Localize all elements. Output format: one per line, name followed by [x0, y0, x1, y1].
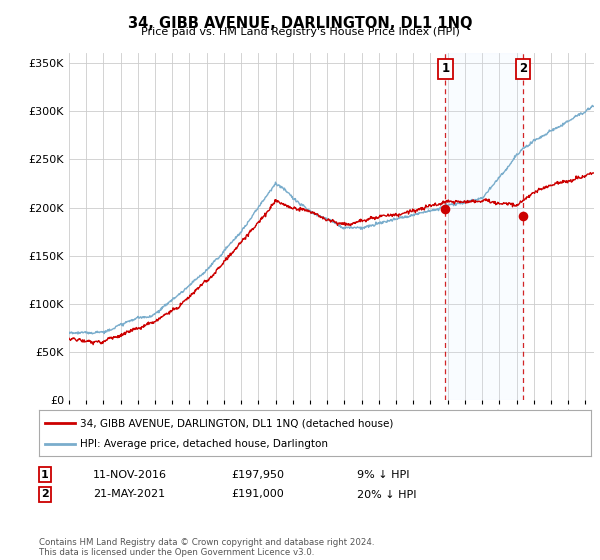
Text: 34, GIBB AVENUE, DARLINGTON, DL1 1NQ: 34, GIBB AVENUE, DARLINGTON, DL1 1NQ: [128, 16, 472, 31]
Text: 9% ↓ HPI: 9% ↓ HPI: [357, 470, 409, 480]
Text: 21-MAY-2021: 21-MAY-2021: [93, 489, 165, 500]
Text: 34, GIBB AVENUE, DARLINGTON, DL1 1NQ (detached house): 34, GIBB AVENUE, DARLINGTON, DL1 1NQ (de…: [80, 418, 394, 428]
Bar: [445, 53, 523, 400]
Point: [518, 212, 528, 221]
Text: 2: 2: [41, 489, 49, 500]
Text: 11-NOV-2016: 11-NOV-2016: [93, 470, 167, 480]
Text: HPI: Average price, detached house, Darlington: HPI: Average price, detached house, Darl…: [80, 438, 328, 449]
Text: 2: 2: [519, 62, 527, 76]
Text: £191,000: £191,000: [231, 489, 284, 500]
Text: Price paid vs. HM Land Registry's House Price Index (HPI): Price paid vs. HM Land Registry's House …: [140, 27, 460, 37]
Point: [440, 205, 450, 214]
Text: £197,950: £197,950: [231, 470, 284, 480]
Text: Contains HM Land Registry data © Crown copyright and database right 2024.
This d: Contains HM Land Registry data © Crown c…: [39, 538, 374, 557]
Text: 1: 1: [41, 470, 49, 480]
Text: 20% ↓ HPI: 20% ↓ HPI: [357, 489, 416, 500]
Text: 1: 1: [442, 62, 449, 76]
